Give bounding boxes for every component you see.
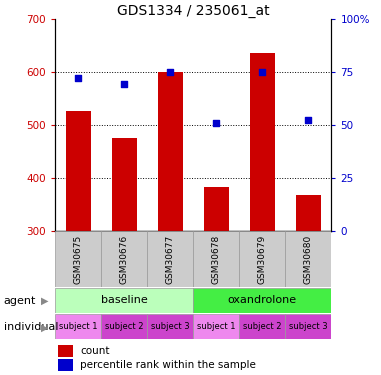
Bar <box>193 314 239 339</box>
Text: GSM30676: GSM30676 <box>120 234 129 284</box>
Bar <box>193 288 331 313</box>
Text: GSM30675: GSM30675 <box>74 234 83 284</box>
Bar <box>204 187 229 231</box>
Bar <box>55 288 193 313</box>
Text: percentile rank within the sample: percentile rank within the sample <box>80 360 256 370</box>
Text: subject 2: subject 2 <box>105 322 144 331</box>
Bar <box>101 231 147 287</box>
Bar <box>285 314 331 339</box>
Text: GSM30679: GSM30679 <box>258 234 267 284</box>
Bar <box>147 231 193 287</box>
Bar <box>193 231 239 287</box>
Text: GSM30678: GSM30678 <box>212 234 221 284</box>
Text: subject 3: subject 3 <box>289 322 328 331</box>
Text: ▶: ▶ <box>41 296 49 306</box>
Point <box>75 75 81 81</box>
Text: ▶: ▶ <box>41 322 49 332</box>
Text: oxandrolone: oxandrolone <box>228 296 297 305</box>
Text: subject 2: subject 2 <box>243 322 282 331</box>
Text: GSM30677: GSM30677 <box>166 234 175 284</box>
Text: GSM30680: GSM30680 <box>304 234 313 284</box>
Bar <box>55 314 101 339</box>
Bar <box>101 314 147 339</box>
Text: subject 1: subject 1 <box>197 322 235 331</box>
Bar <box>66 111 91 231</box>
Point <box>121 81 127 87</box>
Text: baseline: baseline <box>101 296 148 305</box>
Bar <box>55 231 101 287</box>
Bar <box>239 231 285 287</box>
Point <box>213 120 219 126</box>
Bar <box>285 231 331 287</box>
Bar <box>58 359 73 370</box>
Point <box>167 69 173 75</box>
Text: subject 3: subject 3 <box>151 322 190 331</box>
Point <box>259 69 266 75</box>
Bar <box>250 53 275 231</box>
Text: count: count <box>80 346 110 356</box>
Text: individual: individual <box>4 322 58 332</box>
Text: agent: agent <box>4 296 36 306</box>
Text: subject 1: subject 1 <box>59 322 98 331</box>
Bar <box>158 72 183 231</box>
Bar <box>58 345 73 357</box>
Point <box>306 117 312 123</box>
Bar <box>296 195 321 231</box>
Bar <box>239 314 285 339</box>
Title: GDS1334 / 235061_at: GDS1334 / 235061_at <box>117 4 270 18</box>
Bar <box>112 138 137 231</box>
Bar <box>147 314 193 339</box>
